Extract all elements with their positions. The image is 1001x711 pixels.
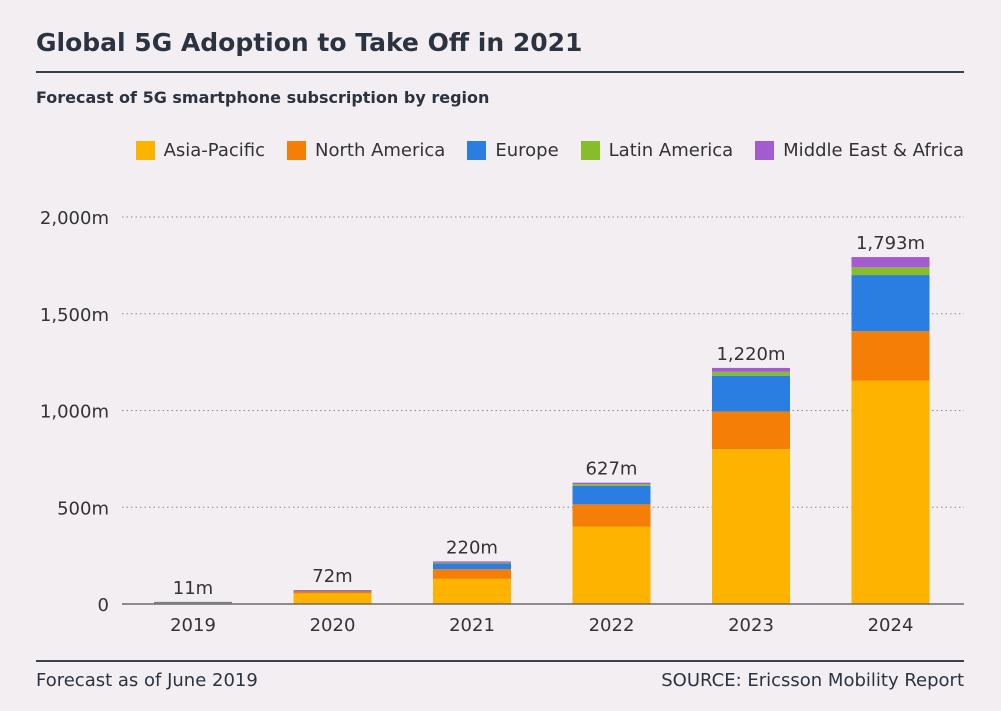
y-tick-label: 1,000m [40,402,109,423]
x-tick-label: 2024 [868,615,914,636]
bar-total-label: 72m [312,566,352,587]
bar-segment-asia-pacific [154,602,232,604]
legend-item-middle-east-africa: Middle East & Africa [755,140,964,161]
bar-segment-europe [712,375,790,412]
bar-segment-north-america [293,591,372,594]
bar-segment-latin-america [851,267,930,276]
bar-segment-north-america [712,411,790,450]
bar-total-label: 220m [446,537,498,558]
legend-label-north-america: North America [315,140,446,161]
source-note: SOURCE: Ericsson Mobility Report [661,670,964,691]
bar-segment-latin-america [572,484,651,486]
bar-total-label: 1,793m [856,233,925,254]
bar-segment-asia-pacific [433,578,511,604]
bar-segment-asia-pacific [293,593,372,604]
x-tick-label: 2021 [449,615,495,636]
x-tick-label: 2020 [310,615,356,636]
bar-segment-asia-pacific [712,449,790,604]
legend: Asia-Pacific North America Europe Latin … [135,140,964,161]
bar-segment-north-america [572,504,651,527]
legend-item-latin-america: Latin America [580,140,734,161]
bar-segment-middle-east-africa [572,482,651,485]
y-tick-label: 2,000m [40,208,109,229]
legend-swatch-middle-east-africa [755,141,775,160]
x-tick-label: 2023 [728,615,774,636]
bar-segment-middle-east-africa [851,257,930,268]
bar-segment-europe [154,601,232,603]
bar-segment-north-america [433,569,511,579]
footer-note: Forecast as of June 2019 [36,670,258,691]
footer-divider [36,660,964,662]
y-tick-label: 0 [98,595,109,616]
bar-total-label: 627m [586,459,638,480]
chart-title: Global 5G Adoption to Take Off in 2021 [36,28,583,57]
bar-segment-asia-pacific [851,380,930,604]
title-divider [36,71,964,73]
bar-segment-europe [433,563,511,570]
x-tick-label: 2019 [170,615,216,636]
bar-total-label: 11m [173,578,213,599]
legend-swatch-asia-pacific [135,141,155,160]
legend-item-asia-pacific: Asia-Pacific [135,140,266,161]
bar-total-label: 1,220m [716,344,785,365]
bar-segment-middle-east-africa [433,561,511,563]
x-tick-label: 2022 [589,615,635,636]
legend-label-asia-pacific: Asia-Pacific [163,140,266,161]
legend-item-europe: Europe [467,140,559,161]
legend-label-latin-america: Latin America [608,140,734,161]
bar-segment-europe [851,275,930,332]
legend-swatch-europe [467,141,487,160]
bar-segment-asia-pacific [572,526,651,604]
legend-swatch-north-america [287,141,307,160]
y-tick-label: 1,500m [40,305,109,326]
bar-segment-north-america [851,331,930,381]
legend-label-middle-east-africa: Middle East & Africa [783,140,964,161]
legend-item-north-america: North America [287,140,445,161]
chart-subtitle: Forecast of 5G smartphone subscription b… [36,88,490,107]
bar-segment-middle-east-africa [712,367,790,372]
legend-swatch-latin-america [580,141,600,160]
bar-segment-latin-america [712,371,790,376]
bar-segment-latin-america [433,562,511,564]
legend-label-europe: Europe [495,140,559,161]
bar-segment-europe [572,485,651,505]
bar-segment-middle-east-africa [293,590,372,591]
y-tick-label: 500m [57,498,109,519]
